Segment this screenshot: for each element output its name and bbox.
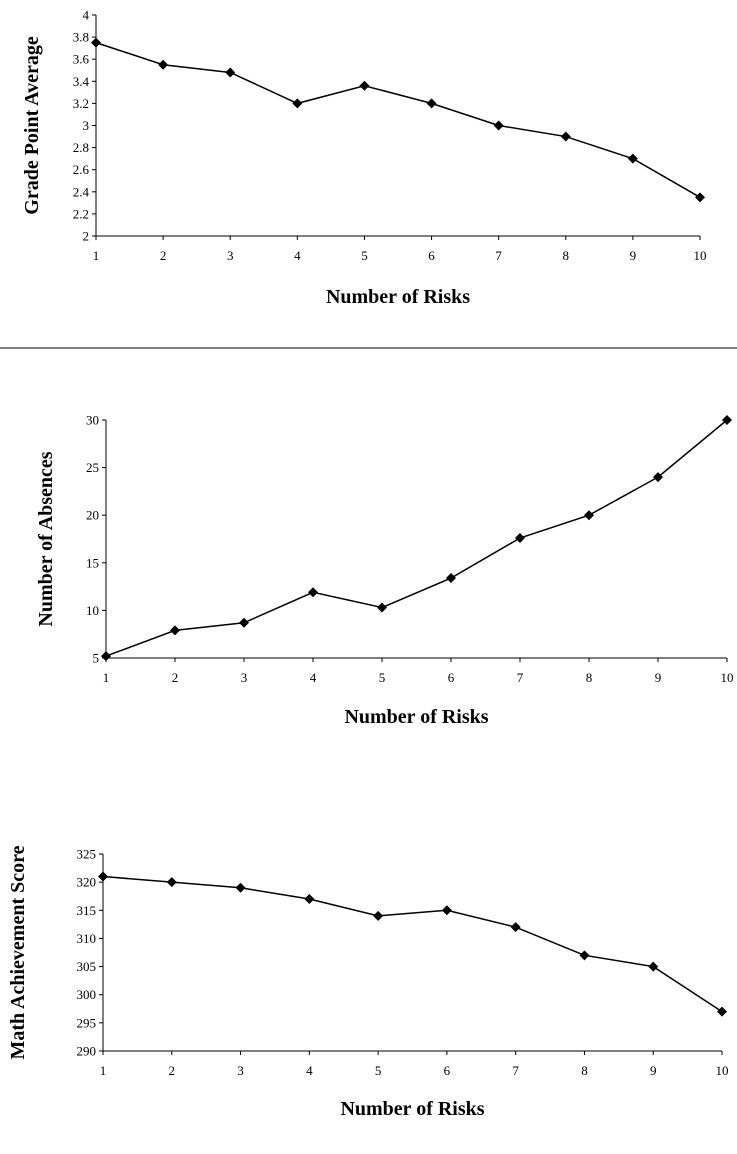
data-point [446,573,456,584]
x-tick-label: 8 [563,248,570,263]
y-axis-title: Number of Absences [35,451,57,626]
data-point [648,961,659,972]
y-tick-label: 2.8 [73,140,89,155]
data-point [292,98,303,109]
y-tick-label: 3.2 [73,96,89,111]
y-tick-label: 310 [77,931,97,946]
data-point [308,587,318,598]
y-axis-title: Math Achievement Score [7,845,29,1059]
y-tick-label: 315 [77,903,97,918]
data-point [695,192,705,203]
x-tick-label: 5 [361,248,368,263]
y-tick-label: 2.2 [73,206,89,221]
x-tick-label: 6 [448,670,455,685]
x-axis-title: Number of Risks [344,706,488,728]
y-axis-title: Grade Point Average [21,36,43,215]
x-tick-label: 2 [169,1063,176,1078]
y-tick-label: 25 [86,460,99,475]
y-tick-label: 2.4 [73,184,90,199]
x-tick-label: 4 [310,670,317,685]
y-tick-label: 4 [83,8,90,23]
x-tick-label: 9 [650,1063,657,1078]
data-point [304,894,315,905]
y-tick-label: 3.4 [73,74,90,89]
y-tick-label: 10 [86,603,99,618]
data-point [627,153,638,164]
x-axis-title: Number of Risks [340,1098,484,1120]
x-tick-label: 10 [716,1063,729,1078]
data-point [98,871,108,882]
x-tick-label: 8 [581,1063,588,1078]
chart-gpa: 22.22.42.62.833.23.43.63.841 2 3 4 5 6 7 8 9 10Nu… [21,8,707,309]
data-point [377,602,387,613]
data-point [166,877,177,888]
x-tick-label: 6 [444,1063,451,1078]
y-tick-label: 2 [83,229,90,244]
x-tick-label: 1 [93,248,100,263]
data-point [722,415,732,425]
x-tick-label: 4 [306,1063,313,1078]
x-tick-label: 9 [630,248,637,263]
data-point [560,131,571,142]
data-point [584,510,594,521]
x-tick-label: 7 [512,1063,519,1078]
x-tick-label: 5 [379,670,386,685]
x-tick-label: 3 [237,1063,244,1078]
data-point [170,625,180,636]
series-line [102,875,723,1013]
y-tick-label: 320 [77,875,97,890]
y-tick-label: 290 [77,1044,97,1059]
y-tick-label: 295 [77,1015,97,1030]
x-tick-label: 8 [586,670,593,685]
y-tick-label: 325 [77,847,97,862]
chart-math: 290 295 300 305 310 315 320 325 1 2 3 4 5 6 7 8 9 10 Numbe… [7,845,729,1120]
x-tick-label: 10 [694,248,707,263]
x-axis-title: Number of Risks [326,286,470,308]
data-point [493,120,504,131]
data-point [653,472,663,483]
data-point [717,1006,727,1017]
series-line [105,419,728,657]
x-tick-label: 4 [294,248,301,263]
chart-absences: 5 10 15 20 25 30 1 2 3 4 5 6 7 8 9 10 Number of Risks Num… [35,413,734,729]
data-point [359,80,370,91]
y-tick-label: 15 [86,555,99,570]
x-tick-label: 9 [655,670,662,685]
x-tick-label: 1 [100,1063,107,1078]
data-point [510,922,521,933]
series-line [95,41,701,198]
y-tick-label: 3.8 [73,30,89,45]
x-tick-label: 7 [517,670,524,685]
x-tick-label: 7 [495,248,502,263]
x-tick-label: 6 [428,248,435,263]
y-tick-label: 3 [83,118,90,133]
data-point [225,67,236,78]
data-point [426,98,437,109]
y-tick-label: 20 [86,508,99,523]
x-tick-label: 2 [172,670,179,685]
y-tick-label: 30 [86,413,99,428]
data-point [579,950,590,961]
x-tick-label: 3 [241,670,248,685]
y-tick-label: 300 [77,987,97,1002]
y-tick-label: 305 [77,959,97,974]
data-point [158,59,169,70]
y-tick-label: 5 [93,651,100,666]
y-tick-label: 3.6 [73,52,90,67]
data-point [441,905,452,916]
data-point [373,910,384,921]
x-tick-label: 2 [160,248,167,263]
data-point [101,651,111,662]
data-point [515,533,525,544]
x-tick-label: 5 [375,1063,382,1078]
x-tick-label: 3 [227,248,234,263]
data-point [91,37,101,48]
x-tick-label: 1 [103,670,110,685]
data-point [239,617,249,628]
data-point [235,882,246,893]
x-tick-label: 10 [721,670,734,685]
y-tick-label: 2.6 [73,162,90,177]
